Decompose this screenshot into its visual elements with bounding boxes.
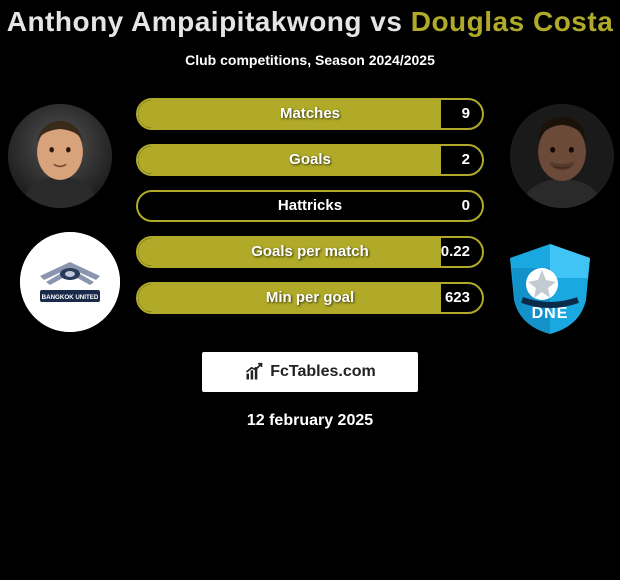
player2-avatar-svg <box>510 104 614 208</box>
stat-bar: Goals2 <box>136 144 484 176</box>
player2-club-badge: DNE <box>500 238 600 338</box>
stat-bar: Goals per match0.22 <box>136 236 484 268</box>
stat-label: Goals per match <box>138 238 482 266</box>
page-title: Anthony Ampaipitakwong vs Douglas Costa <box>0 0 620 38</box>
stat-value: 0.22 <box>441 238 470 266</box>
date-label: 12 february 2025 <box>0 412 620 430</box>
subtitle: Club competitions, Season 2024/2025 <box>0 52 620 68</box>
stat-bar: Hattricks0 <box>136 190 484 222</box>
stat-value: 0 <box>462 192 470 220</box>
stat-bar: Matches9 <box>136 98 484 130</box>
player2-name: Douglas Costa <box>411 6 614 37</box>
stat-bars: Matches9Goals2Hattricks0Goals per match0… <box>136 98 484 328</box>
stat-label: Hattricks <box>138 192 482 220</box>
stat-value: 623 <box>445 284 470 312</box>
stat-value: 2 <box>462 146 470 174</box>
comparison-panel: BANGKOK UNITED DNE Matches9 Goals2 Hattric… <box>0 98 620 338</box>
player1-avatar-svg <box>8 104 112 208</box>
stat-label: Min per goal <box>138 284 482 312</box>
stat-label: Matches <box>138 100 482 128</box>
stat-bar: Min per goal623 <box>136 282 484 314</box>
club1-svg: BANGKOK UNITED <box>20 232 120 332</box>
stat-label: Goals <box>138 146 482 174</box>
player2-avatar <box>510 104 614 208</box>
vs-text: vs <box>370 6 410 37</box>
player1-name: Anthony Ampaipitakwong <box>7 6 362 37</box>
chart-icon <box>244 362 264 382</box>
club2-svg: DNE <box>500 238 600 338</box>
site-badge: FcTables.com <box>202 352 418 392</box>
site-name: FcTables.com <box>270 363 376 381</box>
club1-text: BANGKOK UNITED <box>42 294 99 301</box>
player1-avatar <box>8 104 112 208</box>
stat-value: 9 <box>462 100 470 128</box>
player1-club-badge: BANGKOK UNITED <box>20 232 120 332</box>
